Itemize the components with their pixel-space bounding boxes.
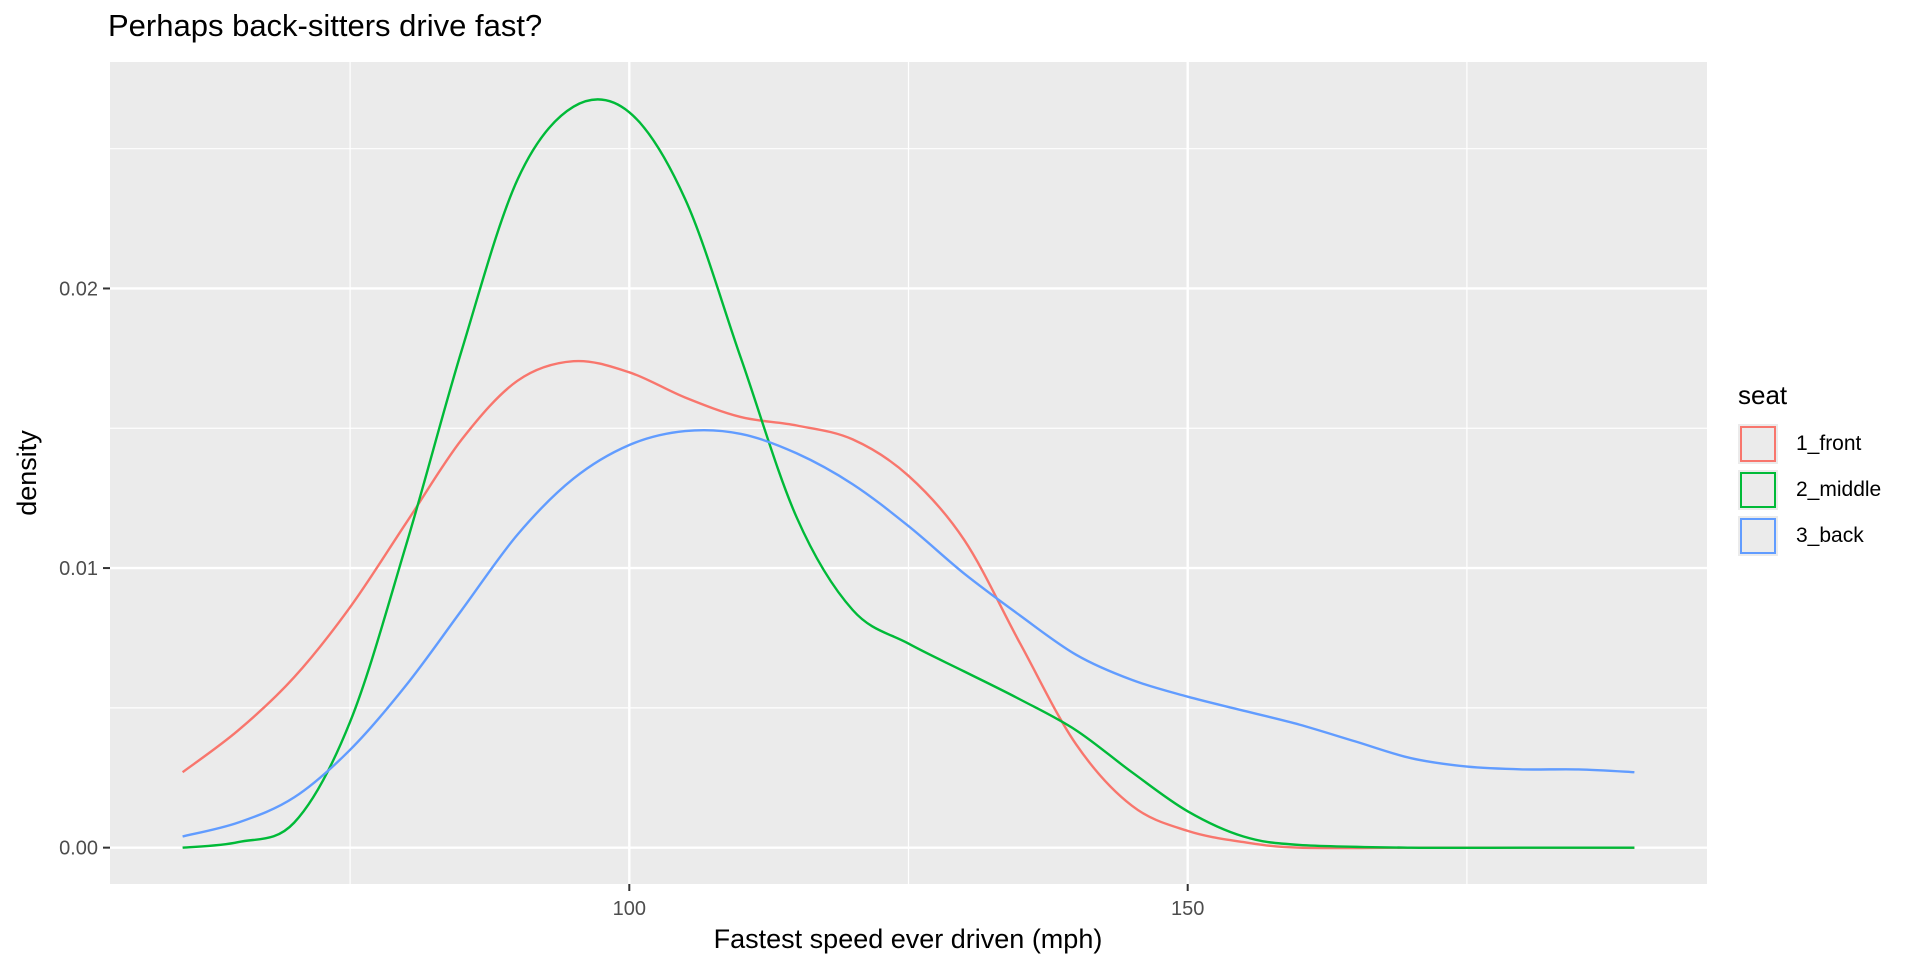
legend-swatch	[1740, 472, 1776, 508]
x-tick-label: 100	[613, 898, 646, 920]
y-tick-label: 0.02	[59, 278, 98, 300]
series-line-3_back	[182, 428, 1635, 838]
legend-swatch	[1740, 426, 1776, 462]
legend-key-1_front	[1738, 424, 1778, 464]
legend-item-3_back: 3_back	[1738, 513, 1881, 559]
legend-key-3_back	[1738, 516, 1778, 556]
y-tick-label: 0.00	[59, 838, 98, 860]
legend-swatch	[1740, 518, 1776, 554]
chart-title: Perhaps back-sitters drive fast?	[108, 8, 543, 43]
legend-title: seat	[1738, 380, 1788, 410]
series-line-1_front	[181, 359, 1635, 850]
legend-key-2_middle	[1738, 470, 1778, 510]
legend-item-2_middle: 2_middle	[1738, 467, 1881, 513]
legend-item-1_front: 1_front	[1738, 421, 1881, 467]
y-tick-label: 0.01	[59, 558, 98, 580]
series-layer	[181, 98, 1635, 850]
legend: seat 1_front 2_middle 3_back	[1738, 380, 1881, 559]
x-tick-label: 150	[1171, 898, 1204, 920]
y-axis-title: density	[12, 430, 42, 516]
legend-label: 2_middle	[1796, 478, 1882, 501]
minor-gridlines	[110, 62, 1707, 884]
legend-items: 1_front 2_middle 3_back	[1738, 421, 1881, 559]
axes-layer: 100 150 0.00 0.01 0.02	[59, 278, 1204, 920]
x-axis-title: Fastest speed ever driven (mph)	[714, 924, 1103, 954]
legend-label: 3_back	[1796, 524, 1864, 547]
legend-label: 1_front	[1796, 432, 1862, 455]
